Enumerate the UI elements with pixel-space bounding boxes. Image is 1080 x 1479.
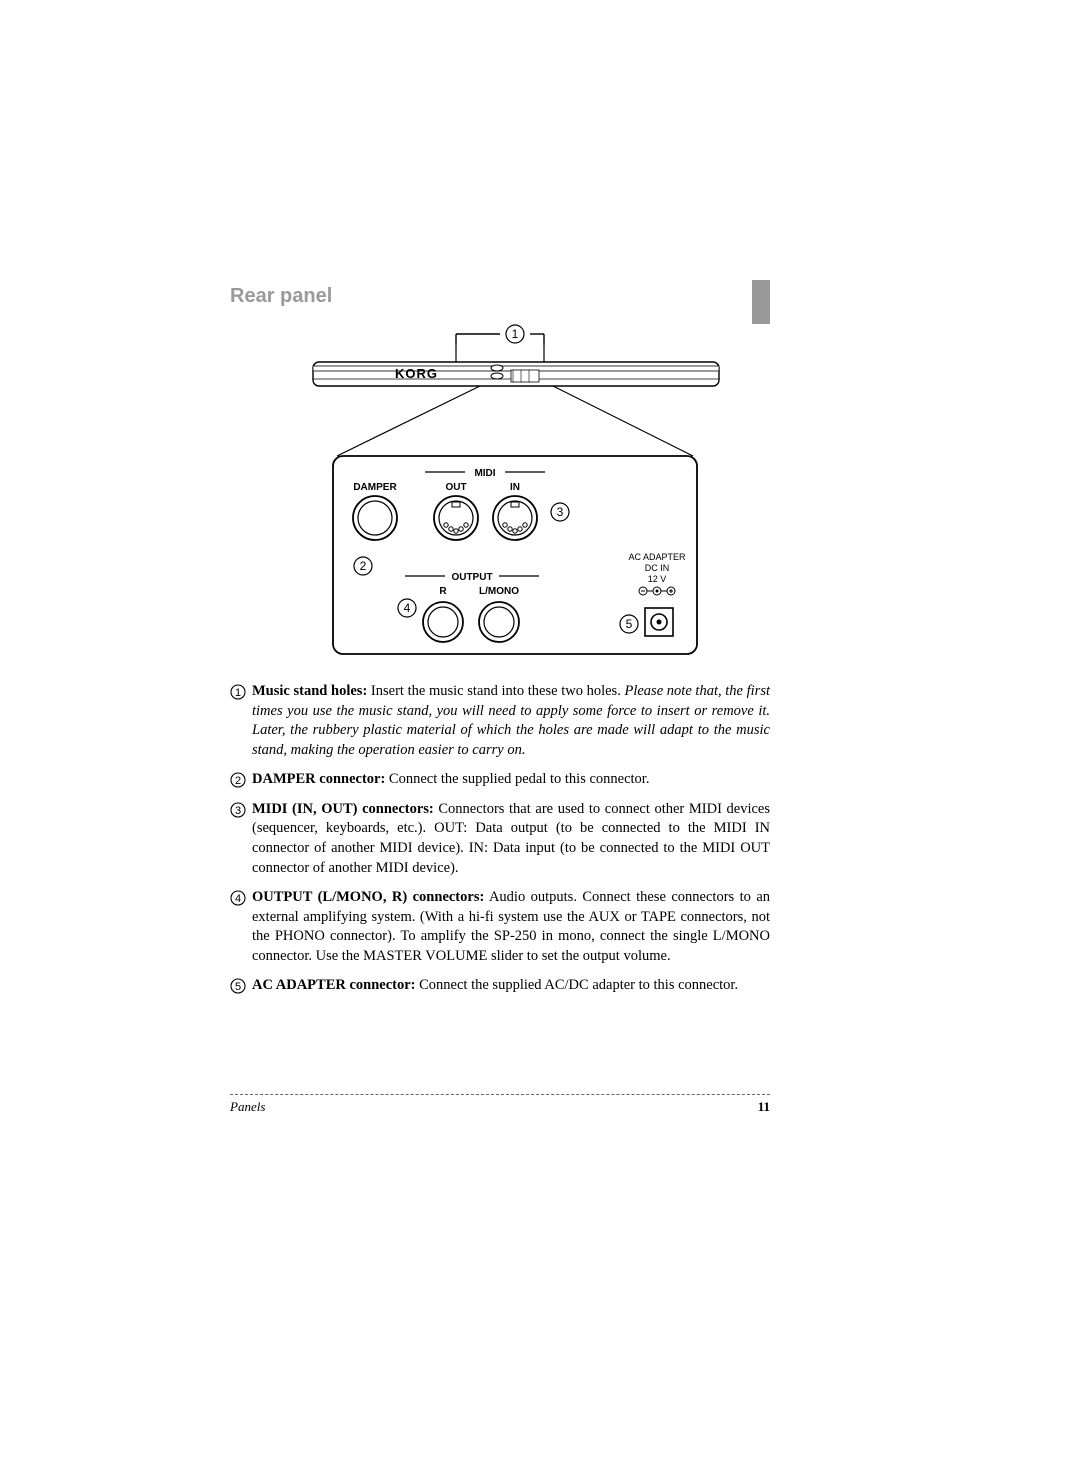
callout-2-label: 2 (360, 559, 367, 573)
volts-label: 12 V (648, 574, 667, 584)
item-number: 4 (230, 888, 252, 966)
item-bold: Music stand holes: (252, 683, 367, 699)
item-plain: Insert the music stand into these two ho… (367, 683, 624, 699)
item-plain: Connect the supplied pedal to this conne… (385, 771, 649, 787)
item-bold: MIDI (IN, OUT) connectors: (252, 801, 434, 817)
item-text: DAMPER connector: Connect the supplied p… (252, 770, 770, 790)
item-number: 5 (230, 976, 252, 996)
item-number: 2 (230, 770, 252, 790)
svg-text:5: 5 (235, 981, 241, 993)
damper-label: DAMPER (353, 482, 397, 493)
svg-text:3: 3 (235, 805, 241, 817)
brand-label: KORG (395, 366, 438, 381)
callout-1-label: 1 (512, 327, 519, 341)
item-text: AC ADAPTER connector: Connect the suppli… (252, 976, 770, 996)
item-text: OUTPUT (L/MONO, R) connectors: Audio out… (252, 888, 770, 966)
out-label: OUT (445, 482, 466, 493)
svg-text:1: 1 (235, 687, 241, 699)
description-list: 1 Music stand holes: Insert the music sta… (230, 682, 770, 996)
item-bold: OUTPUT (L/MONO, R) connectors: (252, 889, 484, 905)
description-item: 1 Music stand holes: Insert the music sta… (230, 682, 770, 760)
callout-5-label: 5 (626, 617, 633, 631)
svg-text:4: 4 (235, 893, 241, 905)
section-title: Rear panel (230, 285, 770, 308)
svg-text:2: 2 (235, 775, 241, 787)
item-number: 3 (230, 800, 252, 878)
item-text: Music stand holes: Insert the music stan… (252, 682, 770, 760)
ac-adapter-label: AC ADAPTER (628, 552, 686, 562)
midi-label: MIDI (474, 468, 495, 479)
description-item: 4 OUTPUT (L/MONO, R) connectors: Audio ou… (230, 888, 770, 966)
item-number: 1 (230, 682, 252, 760)
rear-panel-diagram: 1 KORG MIDI DAMPER (275, 318, 725, 658)
output-label: OUTPUT (451, 572, 492, 583)
callout-3-label: 3 (557, 505, 564, 519)
item-bold: AC ADAPTER connector: (252, 977, 416, 993)
dc-in-label: DC IN (645, 563, 670, 573)
callout-4-label: 4 (404, 601, 411, 615)
lmono-label: L/MONO (479, 586, 519, 597)
item-bold: DAMPER connector: (252, 771, 385, 787)
footer-section-name: Panels (230, 1099, 265, 1115)
item-plain: Connect the supplied AC/DC adapter to th… (416, 977, 739, 993)
page-content: Rear panel 1 KORG (230, 285, 770, 1006)
description-item: 5 AC ADAPTER connector: Connect the suppl… (230, 976, 770, 996)
midi-out-jack (434, 496, 478, 540)
description-item: 3 MIDI (IN, OUT) connectors: Connectors t… (230, 800, 770, 878)
midi-in-jack (493, 496, 537, 540)
footer-rule (230, 1094, 770, 1095)
item-text: MIDI (IN, OUT) connectors: Connectors th… (252, 800, 770, 878)
description-item: 2 DAMPER connector: Connect the supplied … (230, 770, 770, 790)
page-footer: Panels 11 (230, 1094, 770, 1115)
footer-page-number: 11 (758, 1099, 770, 1115)
in-label: IN (510, 482, 520, 493)
r-label: R (439, 586, 447, 597)
